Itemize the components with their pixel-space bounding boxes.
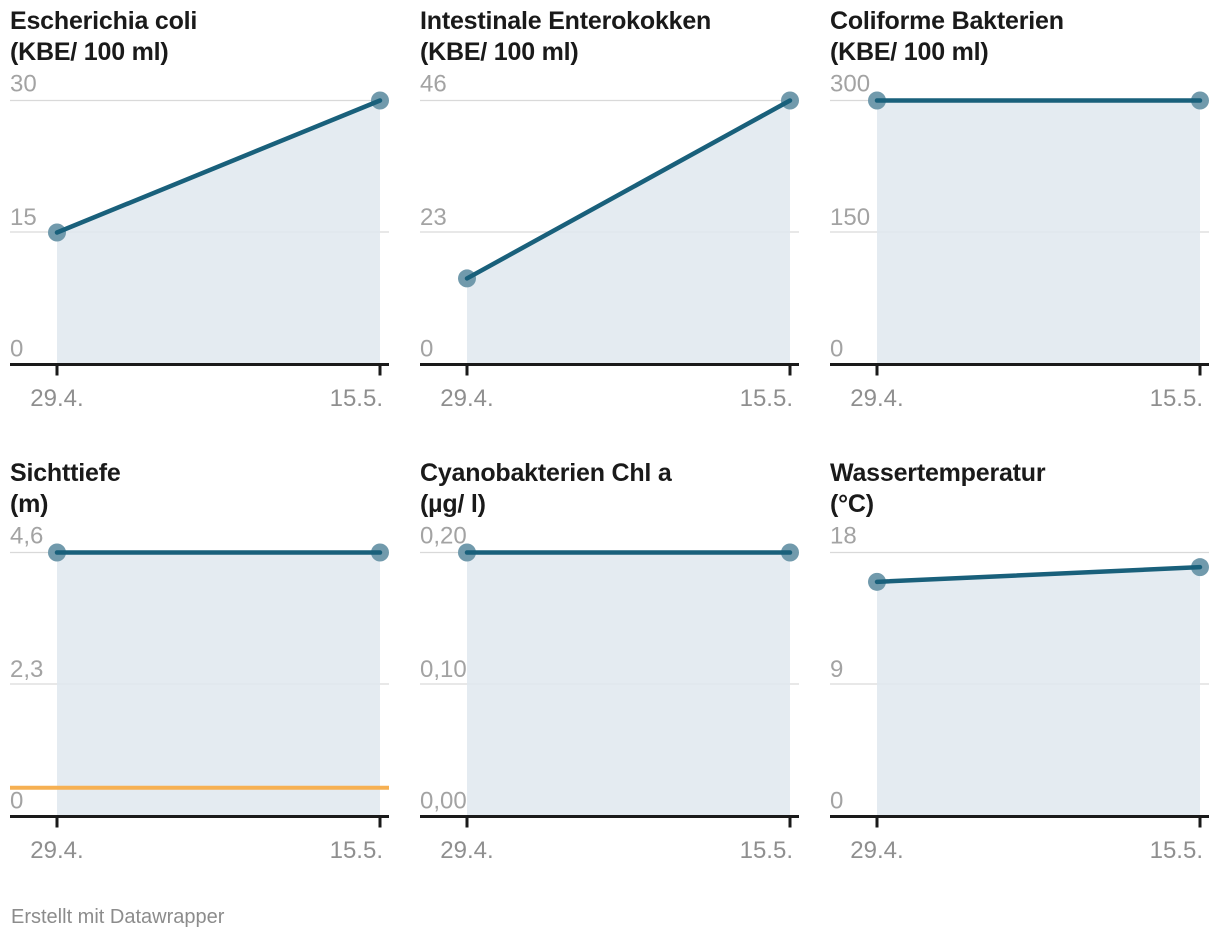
chart-title-line2: (µg/ l) bbox=[420, 490, 486, 518]
x-axis-line bbox=[420, 815, 799, 818]
y-tick-label: 300 bbox=[830, 71, 870, 98]
area-fill bbox=[57, 100, 380, 365]
chart-intestinale-enterokokken: Intestinale Enterokokken (KBE/ 100 ml) 4… bbox=[420, 0, 799, 414]
area-fill bbox=[467, 552, 790, 817]
x-tick-label: 15.5. bbox=[330, 837, 383, 864]
x-tick-mark bbox=[55, 818, 59, 828]
x-axis-line bbox=[420, 363, 799, 366]
x-tick-mark bbox=[55, 366, 59, 376]
y-tick-label: 15 bbox=[10, 204, 37, 231]
y-tick-label: 4,6 bbox=[10, 523, 43, 550]
x-tick-label: 29.4. bbox=[30, 385, 83, 412]
y-tick-label: 0 bbox=[830, 336, 843, 363]
area-fill bbox=[877, 567, 1200, 817]
chart-title: Cyanobakterien Chl a (µg/ l) bbox=[420, 458, 799, 520]
chart-title-line1: Coliforme Bakterien bbox=[830, 7, 1064, 35]
chart-title-line1: Escherichia coli bbox=[10, 7, 198, 35]
chart-plot: 18 9 0 29.4. 15.5. bbox=[830, 523, 1209, 864]
data-line bbox=[54, 98, 383, 235]
y-tick-label: 0 bbox=[10, 336, 23, 363]
chart-wassertemperatur: Wassertemperatur (°C) 18 9 0 29.4. 15.5. bbox=[830, 452, 1209, 866]
chart-title: Intestinale Enterokokken (KBE/ 100 ml) bbox=[420, 6, 799, 68]
data-line bbox=[874, 564, 1203, 585]
chart-title-line2: (KBE/ 100 ml) bbox=[10, 38, 169, 66]
chart-plot: 0,20 0,10 0,00 29.4. 15.5. bbox=[420, 523, 799, 864]
x-tick-mark bbox=[788, 366, 792, 376]
chart-title-line1: Cyanobakterien Chl a bbox=[420, 459, 672, 487]
chart-title-line2: (m) bbox=[10, 490, 49, 518]
y-tick-label: 30 bbox=[10, 71, 37, 98]
x-axis-line bbox=[830, 363, 1209, 366]
x-tick-mark bbox=[1198, 818, 1202, 828]
chart-title-line1: Wassertemperatur bbox=[830, 459, 1046, 487]
chart-sichttiefe: Sichttiefe (m) 4,6 2,3 0 29.4. 15.5. bbox=[10, 452, 389, 866]
x-tick-label: 29.4. bbox=[850, 385, 903, 412]
x-tick-mark bbox=[378, 818, 382, 828]
x-tick-label: 15.5. bbox=[740, 385, 793, 412]
datawrapper-attribution[interactable]: Erstellt mit Datawrapper bbox=[11, 906, 225, 928]
chart-title-line2: (°C) bbox=[830, 490, 874, 518]
x-tick-label: 15.5. bbox=[1150, 837, 1203, 864]
x-axis-line bbox=[10, 815, 389, 818]
x-axis-line bbox=[10, 363, 389, 366]
y-tick-label: 2,3 bbox=[10, 656, 43, 683]
area-fill bbox=[57, 552, 380, 817]
x-tick-mark bbox=[465, 366, 469, 376]
x-tick-mark bbox=[875, 366, 879, 376]
charts-grid: Escherichia coli (KBE/ 100 ml) 30 15 0 29.4… bbox=[10, 0, 1209, 866]
x-tick-mark bbox=[788, 818, 792, 828]
x-tick-label: 29.4. bbox=[30, 837, 83, 864]
x-tick-label: 29.4. bbox=[440, 385, 493, 412]
x-tick-label: 15.5. bbox=[330, 385, 383, 412]
chart-plot: 4,6 2,3 0 29.4. 15.5. bbox=[10, 523, 389, 864]
data-line bbox=[464, 98, 793, 281]
x-tick-label: 15.5. bbox=[740, 837, 793, 864]
chart-escherichia-coli: Escherichia coli (KBE/ 100 ml) 30 15 0 29.4… bbox=[10, 0, 389, 414]
x-tick-mark bbox=[378, 366, 382, 376]
y-tick-label: 0 bbox=[420, 336, 433, 363]
y-tick-label: 0 bbox=[10, 788, 23, 815]
chart-title-line1: Sichttiefe bbox=[10, 459, 121, 487]
chart-title: Escherichia coli (KBE/ 100 ml) bbox=[10, 6, 389, 68]
area-fill bbox=[877, 100, 1200, 365]
y-tick-label: 23 bbox=[420, 204, 447, 231]
y-tick-label: 0,10 bbox=[420, 656, 467, 683]
area-fill bbox=[467, 100, 790, 365]
chart-plot: 300 150 0 29.4. 15.5. bbox=[830, 71, 1209, 412]
y-tick-label: 18 bbox=[830, 523, 857, 550]
y-tick-label: 0 bbox=[830, 788, 843, 815]
y-tick-label: 46 bbox=[420, 71, 447, 98]
chart-title: Sichttiefe (m) bbox=[10, 458, 389, 520]
chart-title-line2: (KBE/ 100 ml) bbox=[830, 38, 989, 66]
x-tick-label: 29.4. bbox=[850, 837, 903, 864]
y-tick-label: 9 bbox=[830, 656, 843, 683]
y-tick-label: 0,20 bbox=[420, 523, 467, 550]
y-tick-label: 150 bbox=[830, 204, 870, 231]
chart-title: Wassertemperatur (°C) bbox=[830, 458, 1209, 520]
chart-title-line1: Intestinale Enterokokken bbox=[420, 7, 712, 35]
x-tick-label: 29.4. bbox=[440, 837, 493, 864]
y-tick-label: 0,00 bbox=[420, 788, 467, 815]
chart-cyanobakterien-chl-a: Cyanobakterien Chl a (µg/ l) 0,20 0,10 0,0… bbox=[420, 452, 799, 866]
chart-plot: 30 15 0 29.4. 15.5. bbox=[10, 71, 389, 412]
x-tick-mark bbox=[1198, 366, 1202, 376]
chart-title: Coliforme Bakterien (KBE/ 100 ml) bbox=[830, 6, 1209, 68]
x-axis-line bbox=[830, 815, 1209, 818]
x-tick-label: 15.5. bbox=[1150, 385, 1203, 412]
chart-plot: 46 23 0 29.4. 15.5. bbox=[420, 71, 799, 412]
x-tick-mark bbox=[465, 818, 469, 828]
chart-coliforme-bakterien: Coliforme Bakterien (KBE/ 100 ml) 300 150… bbox=[830, 0, 1209, 414]
chart-title-line2: (KBE/ 100 ml) bbox=[420, 38, 579, 66]
x-tick-mark bbox=[875, 818, 879, 828]
